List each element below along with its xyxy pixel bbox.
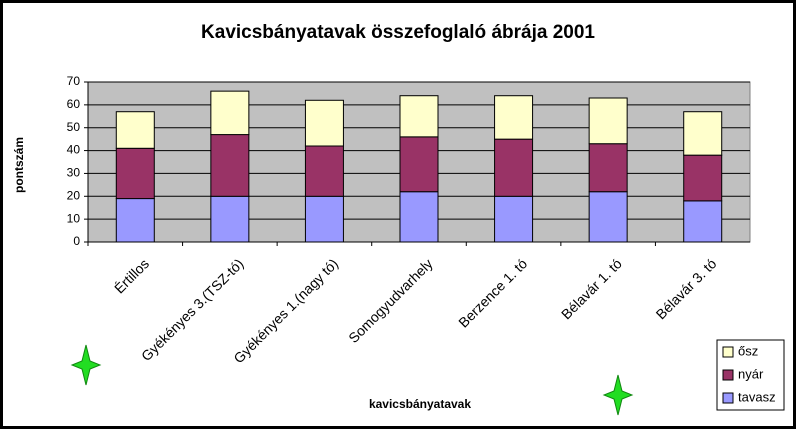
bar-segment — [115, 147, 155, 200]
bar-segment — [304, 195, 344, 243]
chart-title: Kavicsbányatavak összefoglaló ábrája 200… — [201, 22, 595, 43]
y-tick-label: 50 — [67, 120, 81, 134]
y-tick-label: 10 — [67, 211, 81, 225]
star-decoration — [602, 374, 634, 416]
legend-swatch — [722, 346, 734, 358]
bar-segment — [399, 95, 439, 138]
bar-segment — [494, 95, 534, 140]
bar-segment — [683, 111, 723, 156]
y-tick-label: 0 — [73, 234, 80, 248]
bar-segment — [683, 200, 723, 243]
bar-segment — [304, 145, 344, 197]
bar-segment — [210, 90, 250, 136]
bar-segment — [494, 195, 534, 243]
bar-segment — [588, 97, 628, 145]
bar-segment — [494, 138, 534, 197]
bar-segment — [588, 143, 628, 193]
bar-segment — [399, 191, 439, 243]
bar-segment — [115, 111, 155, 149]
y-tick-label: 40 — [67, 143, 81, 157]
legend-label: nyár — [738, 366, 764, 381]
y-tick-label: 30 — [67, 166, 81, 180]
y-tick-label: 70 — [67, 74, 81, 88]
bar-segment — [210, 134, 250, 197]
y-axis-title: pontszám — [12, 137, 26, 193]
legend-swatch — [722, 369, 734, 381]
bar-segment — [399, 136, 439, 193]
legend-swatch — [722, 392, 734, 404]
bar-segment — [304, 99, 344, 147]
y-tick-label: 20 — [67, 188, 81, 202]
legend-label: tavasz — [738, 389, 776, 404]
star-decoration — [70, 344, 102, 386]
y-tick-label: 60 — [67, 97, 81, 111]
legend-label: ősz — [738, 343, 758, 358]
bar-segment — [588, 191, 628, 243]
bar-segment — [115, 198, 155, 243]
bar-segment — [210, 195, 250, 243]
x-axis-title: kavicsbányatavak — [369, 397, 471, 411]
bar-segment — [683, 154, 723, 202]
